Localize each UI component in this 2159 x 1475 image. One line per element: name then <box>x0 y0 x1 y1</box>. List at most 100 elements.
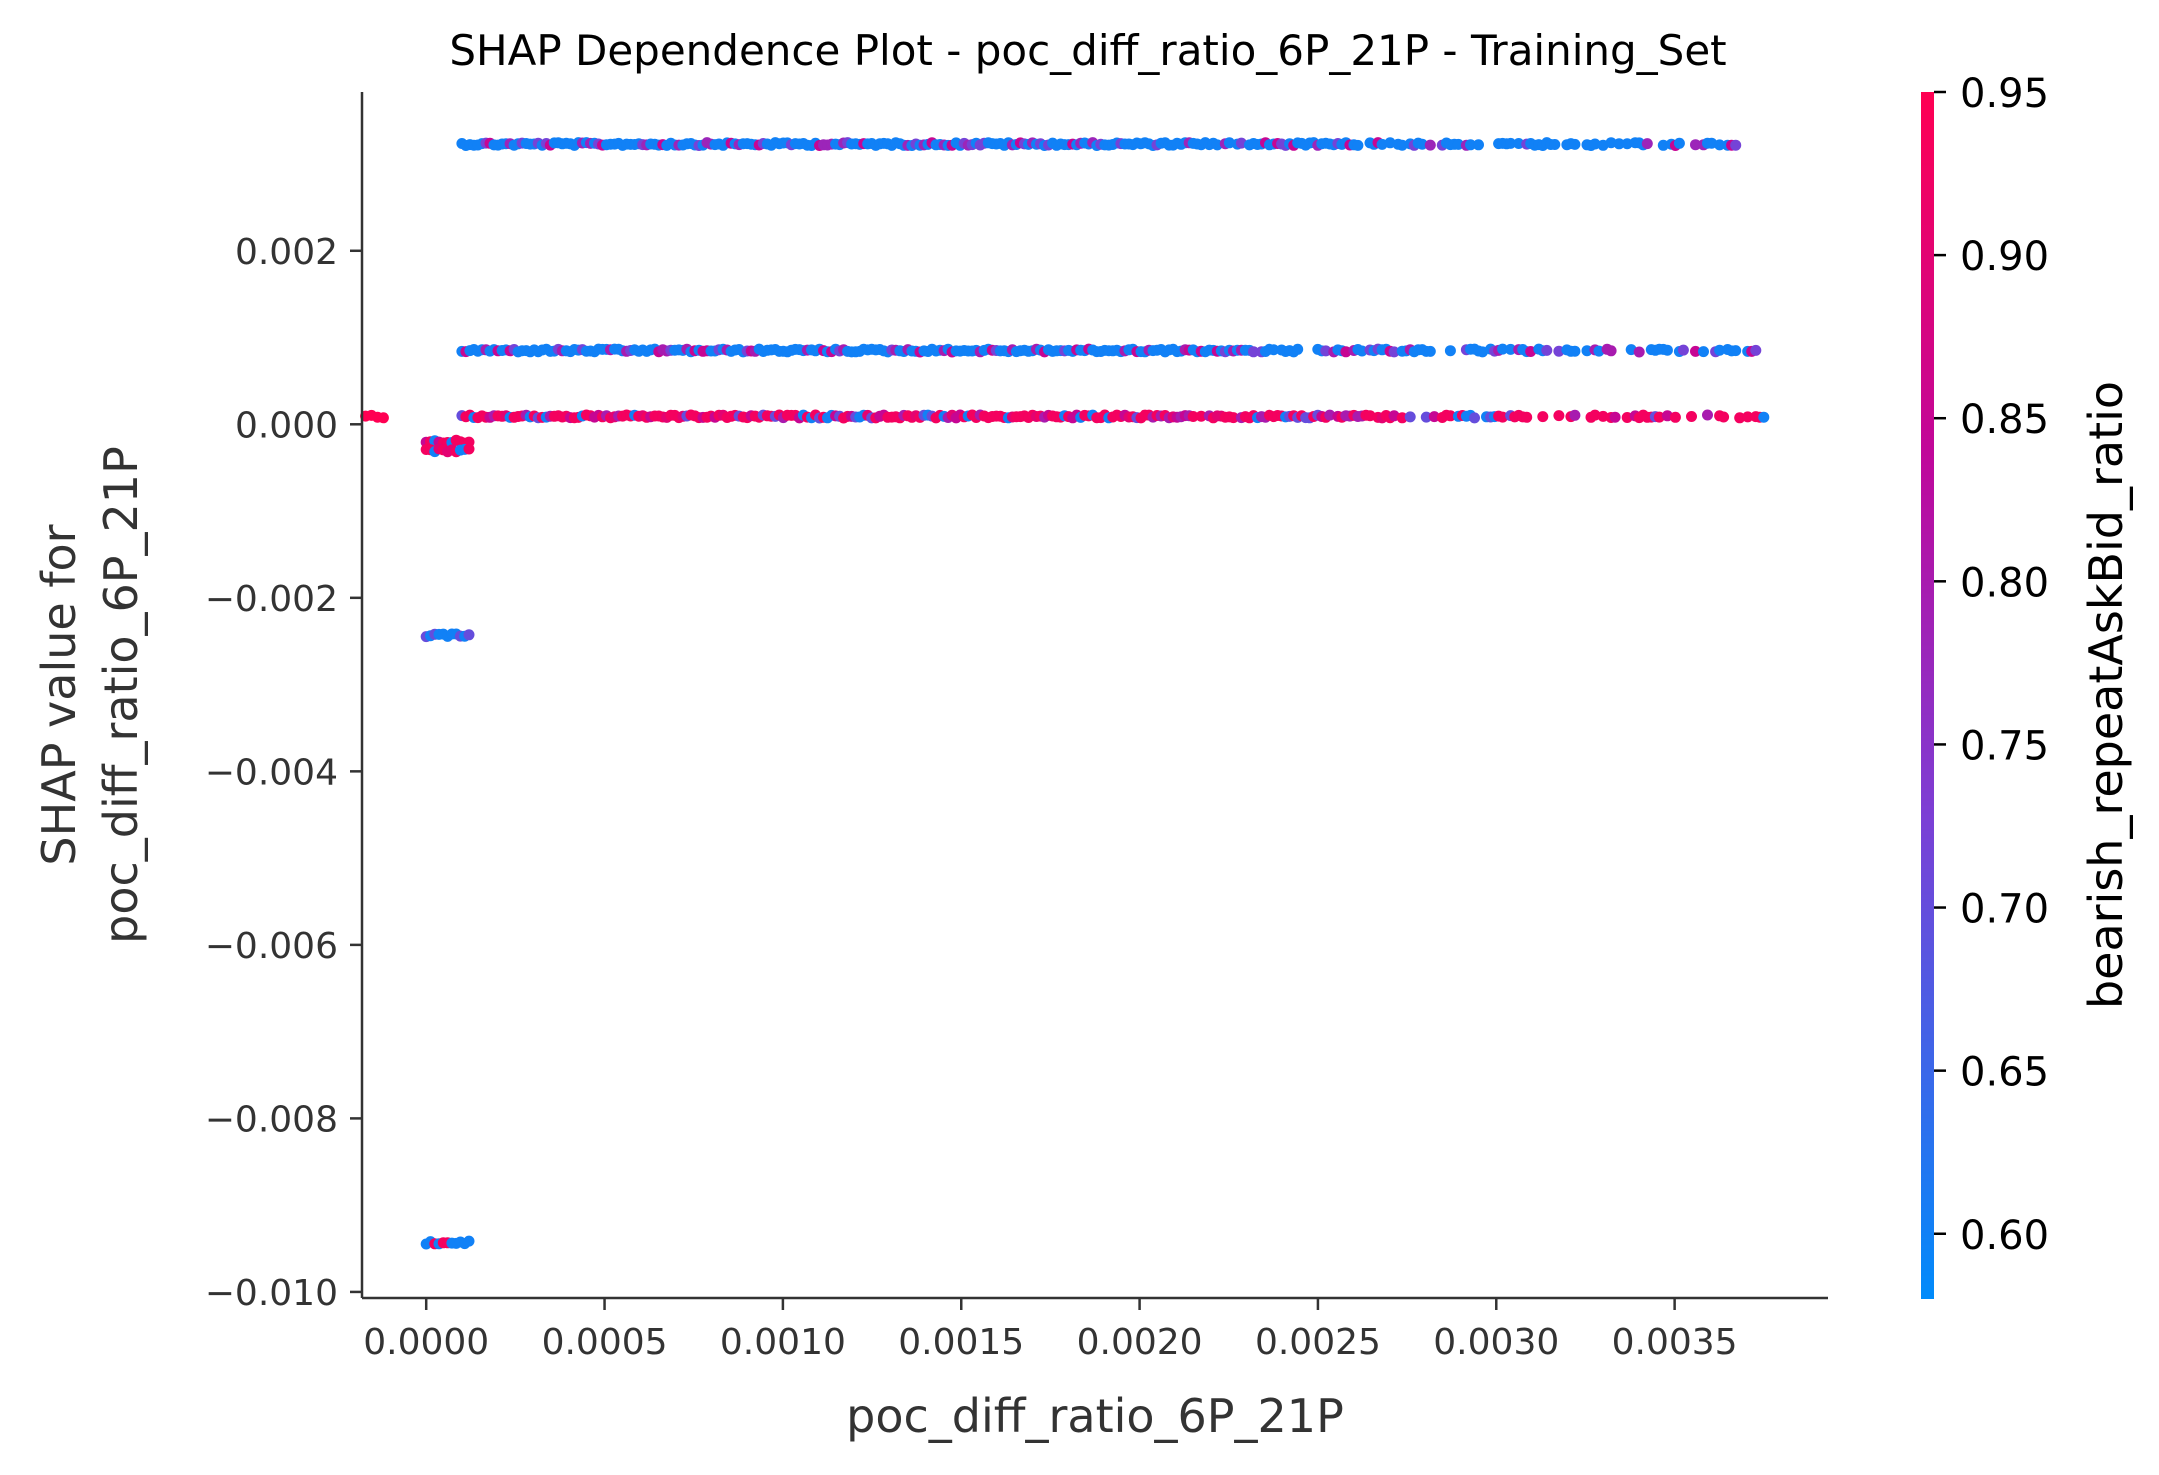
colorbar-ticks: 0.60 0.65 0.70 0.75 0.80 0.85 0.90 0.95 <box>1934 71 2049 1259</box>
scatter-point <box>1292 343 1304 355</box>
scatter-point <box>1549 139 1561 150</box>
scatter-point <box>1621 138 1633 150</box>
scatter-point <box>1356 345 1368 357</box>
x-ticks: 0.0000 0.0005 0.0010 0.0015 0.0020 0.0025 0.00… <box>363 1298 1738 1363</box>
scatter-point <box>1473 139 1484 151</box>
colorbar-tick-label: 0.90 <box>1960 234 2049 280</box>
x-tick-label: 0.0020 <box>1077 1322 1203 1363</box>
scatter-point <box>463 1235 475 1247</box>
scatter-point <box>1569 409 1581 421</box>
y-axis-label-line-1: SHAP value for <box>32 524 86 865</box>
scatter-point <box>1195 410 1207 422</box>
x-tick-label: 0.0010 <box>720 1322 846 1363</box>
scatter-point <box>1465 139 1476 151</box>
y-ticks: 0.002 0.000 −0.002 −0.004 −0.006 −0.008 −0.010 <box>205 232 362 1314</box>
x-tick-label: 0.0025 <box>1255 1322 1381 1363</box>
x-tick-label: 0.0035 <box>1612 1322 1738 1363</box>
y-tick-label: −0.004 <box>205 752 338 793</box>
scatter-point <box>1734 412 1746 424</box>
scatter-point <box>1750 344 1762 356</box>
scatter-point <box>1396 412 1408 424</box>
scatter-point <box>1677 344 1689 356</box>
scatter-point <box>1416 138 1428 150</box>
scatter-point <box>463 629 475 641</box>
colorbar-tick-label: 0.80 <box>1960 560 2049 606</box>
scatter-point <box>1553 410 1565 422</box>
x-axis-label: poc_diff_ratio_6P_21P <box>846 1389 1344 1443</box>
colorbar-tick-label: 0.85 <box>1960 397 2049 443</box>
y-tick-label: −0.006 <box>205 926 338 967</box>
scatter-point <box>1497 343 1509 355</box>
colorbar <box>1921 92 1934 1299</box>
scatter-point <box>1686 411 1697 422</box>
colorbar-label: bearish_repeatAskBid_ratio <box>2079 381 2133 1009</box>
scatter-point <box>1424 139 1436 151</box>
scatter-point <box>1589 138 1601 150</box>
scatter-point <box>1597 410 1609 422</box>
scatter-point <box>1541 344 1553 356</box>
scatter-point <box>1730 139 1742 151</box>
y-axis-label: SHAP value for poc_diff_ratio_6P_21P <box>32 446 148 944</box>
scatter-point <box>1653 411 1665 423</box>
x-tick-label: 0.0000 <box>363 1322 489 1363</box>
scatter-point <box>1248 346 1259 358</box>
y-tick-label: −0.010 <box>205 1273 338 1314</box>
scatter-point <box>1690 345 1701 357</box>
chart-title: SHAP Dependence Plot - poc_diff_ratio_6P… <box>449 26 1726 75</box>
scatter-point <box>1352 139 1364 151</box>
scatter-point <box>1227 412 1239 424</box>
scatter-point <box>1673 137 1685 149</box>
scatter-point <box>1428 411 1440 423</box>
scatter-point <box>1613 138 1625 150</box>
scatter-point <box>1324 409 1336 421</box>
scatter-point <box>463 443 475 455</box>
scatter-point <box>1452 138 1464 150</box>
scatter-point <box>1690 139 1701 151</box>
scatter-point <box>1641 138 1653 150</box>
scatter-point <box>1742 411 1754 423</box>
colorbar-tick-label: 0.65 <box>1960 1050 2049 1096</box>
colorbar-tick-label: 0.75 <box>1960 723 2049 769</box>
colorbar-tick-label: 0.95 <box>1960 71 2049 117</box>
scatter-point <box>1505 137 1517 149</box>
y-tick-label: 0.000 <box>235 405 338 446</box>
x-tick-label: 0.0005 <box>542 1322 668 1363</box>
scatter-point <box>1661 344 1673 356</box>
scatter-point <box>1569 345 1581 357</box>
scatter-point <box>1730 345 1742 357</box>
scatter-point <box>1758 411 1770 423</box>
colorbar-tick-label: 0.60 <box>1960 1213 2049 1259</box>
y-axis-label-line-2: poc_diff_ratio_6P_21P <box>94 446 148 944</box>
scatter-point <box>1605 345 1617 357</box>
scatter-point <box>1521 411 1533 423</box>
scatter-point <box>1320 345 1332 357</box>
y-tick-label: 0.002 <box>235 232 338 273</box>
scatter-point <box>1698 346 1709 358</box>
scatter-point <box>377 412 389 424</box>
scatter-point <box>1444 345 1456 357</box>
scatter-point <box>1469 412 1480 424</box>
scatter-point <box>1702 409 1713 421</box>
scatter-point <box>1424 345 1436 357</box>
scatter-point <box>1268 344 1280 356</box>
colorbar-tick-label: 0.70 <box>1960 887 2049 933</box>
scatter-point <box>1388 346 1400 358</box>
scatter-point <box>1569 138 1581 150</box>
scatter-point <box>1581 345 1593 357</box>
scatter-point <box>1633 346 1645 358</box>
y-tick-label: −0.002 <box>205 579 338 620</box>
x-tick-label: 0.0030 <box>1433 1322 1559 1363</box>
x-tick-label: 0.0015 <box>898 1322 1024 1363</box>
scatter-point <box>1718 411 1730 423</box>
scatter-point <box>1187 411 1199 422</box>
scatter-point <box>1404 411 1416 423</box>
scatter-point <box>1605 137 1617 149</box>
scatter-point <box>1714 344 1726 356</box>
scatter-point <box>1420 411 1432 423</box>
scatter-point <box>1657 139 1669 151</box>
scatter-point <box>1714 139 1726 151</box>
scatter-point <box>1537 411 1549 423</box>
scatter-point <box>1669 411 1681 423</box>
